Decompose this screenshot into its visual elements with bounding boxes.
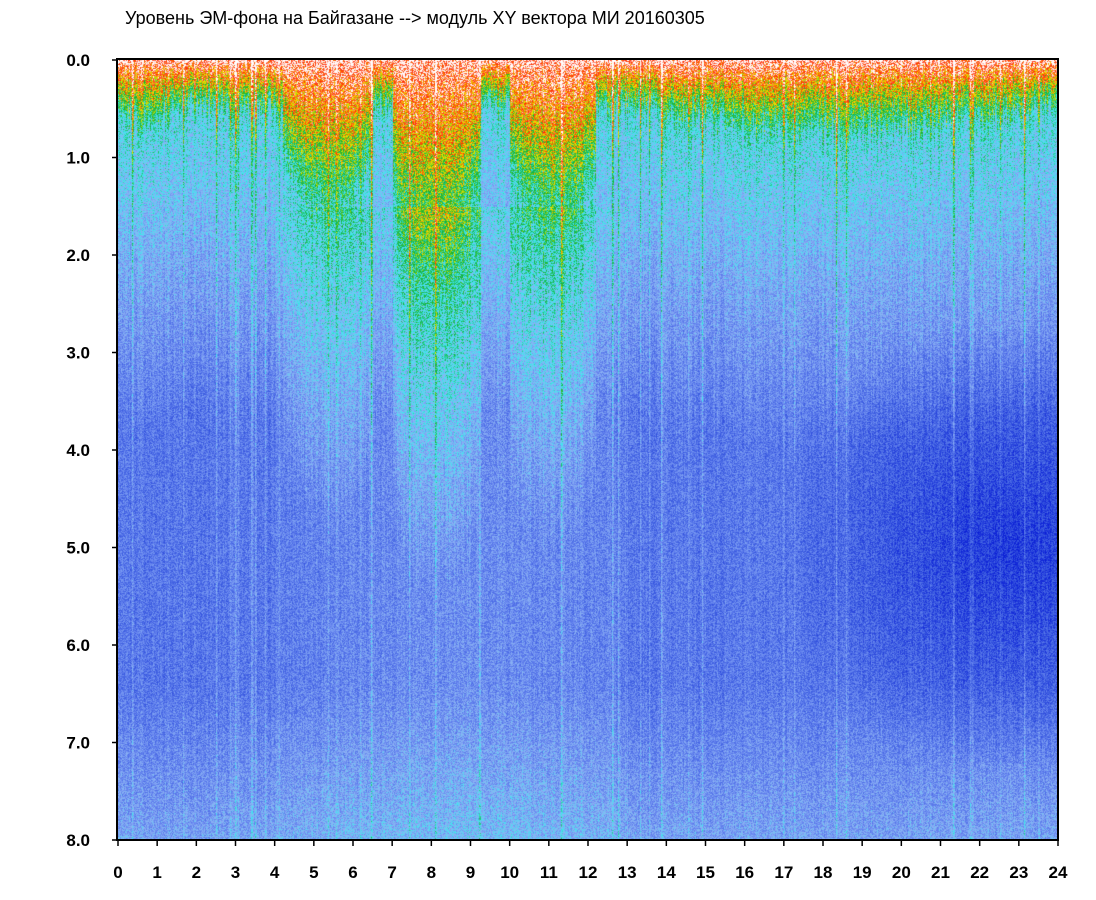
y-tick-label: 0.0	[66, 51, 90, 70]
y-tick-label: 7.0	[66, 734, 90, 753]
y-tick-label: 8.0	[66, 831, 90, 850]
x-tick-label: 20	[892, 863, 911, 882]
x-tick-label: 1	[152, 863, 161, 882]
x-tick-label: 6	[348, 863, 357, 882]
x-tick-label: 9	[466, 863, 475, 882]
plot-area	[116, 58, 1059, 841]
x-tick-label: 2	[192, 863, 201, 882]
chart-title: Уровень ЭМ-фона на Байгазане --> модуль …	[125, 8, 705, 28]
x-tick-label: 8	[427, 863, 436, 882]
y-tick-label: 1.0	[66, 149, 90, 168]
x-tick-label: 21	[931, 863, 950, 882]
x-tick-label: 0	[113, 863, 122, 882]
x-tick-label: 13	[618, 863, 637, 882]
x-tick-label: 24	[1049, 863, 1068, 882]
heatmap-image	[118, 60, 1058, 840]
y-axis: 0.0 1.0 2.0 3.0 4.0 5.0 6.0 7.0 8.0	[66, 51, 118, 850]
x-tick-label: 17	[774, 863, 793, 882]
x-tick-label: 10	[500, 863, 519, 882]
x-tick-label: 7	[387, 863, 396, 882]
x-tick-label: 16	[735, 863, 754, 882]
x-tick-label: 23	[1009, 863, 1028, 882]
y-tick-label: 3.0	[66, 344, 90, 363]
x-tick-label: 3	[231, 863, 240, 882]
x-tick-label: 15	[696, 863, 715, 882]
y-tick-label: 4.0	[66, 441, 90, 460]
x-axis: 0 1 2 3 4 5 6 7 8 9 10 11 12 13 14 15 16 17 18 19 20 21 22 23 24	[113, 840, 1068, 882]
x-tick-label: 11	[540, 863, 558, 882]
x-tick-label: 4	[270, 863, 280, 882]
y-tick-label: 5.0	[66, 539, 90, 558]
x-tick-label: 12	[579, 863, 598, 882]
y-tick-label: 2.0	[66, 246, 90, 265]
x-tick-label: 22	[970, 863, 989, 882]
x-tick-label: 5	[309, 863, 318, 882]
x-tick-label: 19	[853, 863, 872, 882]
y-tick-label: 6.0	[66, 636, 90, 655]
x-tick-label: 14	[657, 863, 676, 882]
x-tick-label: 18	[814, 863, 833, 882]
